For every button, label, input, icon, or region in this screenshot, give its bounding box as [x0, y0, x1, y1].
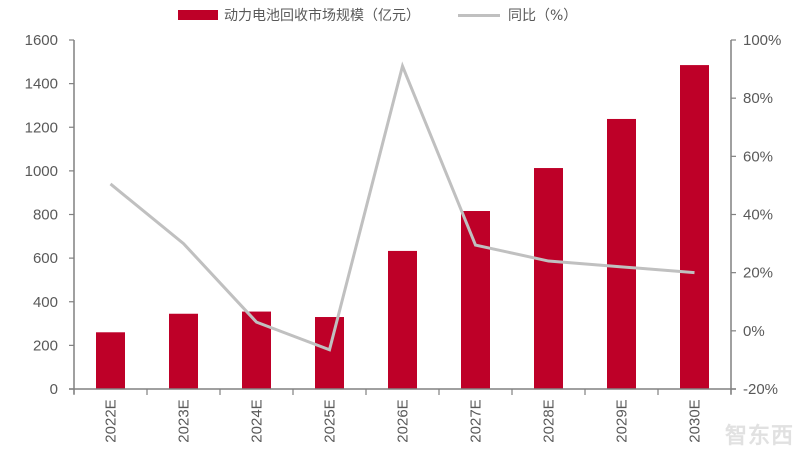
left-axis-tick-label: 0	[50, 381, 58, 398]
right-axis-tick-label: 0%	[743, 323, 765, 340]
left-axis-tick-label: 600	[33, 250, 58, 267]
legend-item-yoy: 同比（%）	[458, 5, 577, 25]
left-axis-tick-label: 1600	[25, 32, 58, 49]
left-axis-tick-label: 800	[33, 207, 58, 224]
right-axis-tick-label: 60%	[743, 148, 773, 165]
right-axis-tick-label: 100%	[743, 32, 781, 49]
bar-2030E	[680, 65, 709, 389]
x-axis-tick-label: 2030E	[687, 399, 704, 442]
legend-label-market-size: 动力电池回收市场规模（亿元）	[224, 8, 420, 24]
left-axis-tick-label: 400	[33, 294, 58, 311]
bar-swatch-icon	[178, 10, 218, 20]
line-swatch-icon	[458, 13, 500, 17]
x-axis-tick-label: 2028E	[541, 399, 558, 442]
bar-2023E	[169, 313, 198, 389]
x-axis-tick-label: 2026E	[395, 399, 412, 442]
bar-2029E	[607, 118, 636, 390]
x-axis-tick-label: 2022E	[103, 399, 120, 442]
watermark-logo: 智东西	[724, 424, 794, 449]
bar-2028E	[534, 168, 563, 389]
right-axis-tick-label: -20%	[743, 381, 778, 398]
left-axis-tick-label: 1400	[25, 76, 58, 93]
bar-2025E	[315, 317, 344, 389]
x-axis-tick-label: 2024E	[249, 399, 266, 442]
x-axis-tick-label: 2025E	[322, 399, 339, 442]
right-axis-tick-label: 80%	[743, 90, 773, 107]
bar-2022E	[96, 332, 125, 389]
left-axis-tick-label: 1000	[25, 163, 58, 180]
bar-2027E	[461, 211, 490, 389]
legend-item-market-size: 动力电池回收市场规模（亿元）	[178, 5, 420, 25]
bar-series	[96, 65, 709, 390]
bar-2026E	[388, 250, 417, 389]
left-axis-tick-label: 1200	[25, 119, 58, 136]
chart-axes: 0 200 400 600 800 1000 1200 1400 1600 -20% 0% 20% 40…	[25, 32, 782, 443]
x-axis-tick-label: 2029E	[614, 399, 631, 442]
x-axis-tick-label: 2027E	[468, 399, 485, 442]
x-axis-tick-label: 2023E	[176, 399, 193, 442]
left-axis-tick-label: 200	[33, 337, 58, 354]
right-axis-tick-label: 20%	[743, 265, 773, 282]
yoy-line	[109, 61, 695, 352]
line-series	[109, 61, 695, 352]
chart-legend: 动力电池回收市场规模（亿元） 同比（%）	[178, 4, 615, 26]
right-axis-tick-label: 40%	[743, 207, 773, 224]
legend-label-yoy: 同比（%）	[508, 8, 578, 24]
